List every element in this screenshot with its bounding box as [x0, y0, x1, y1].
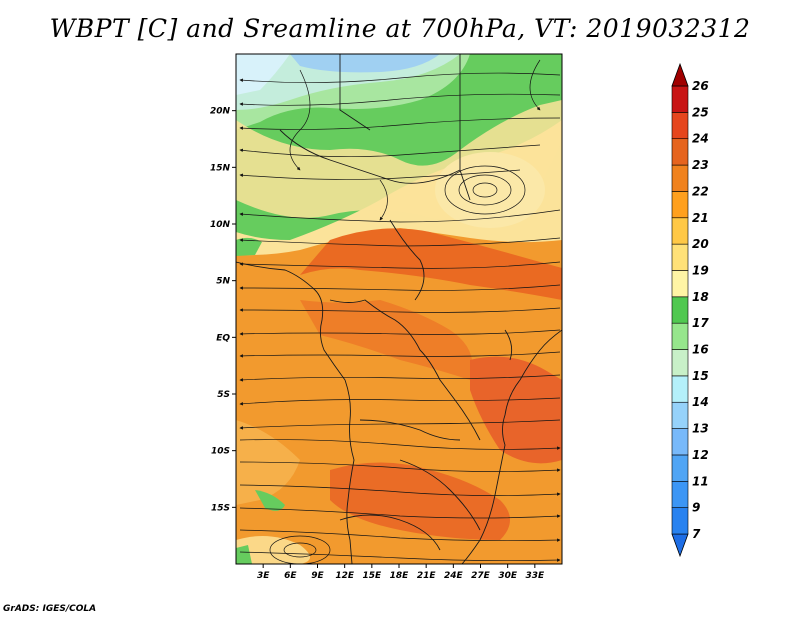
colorbar-segment: [671, 428, 689, 456]
colorbar-label: 23: [692, 158, 709, 172]
colorbar-label: 26: [692, 79, 709, 93]
chart-title: WBPT [C] and Sreamline at 700hPa, VT: 20…: [49, 14, 751, 43]
lat-tick-label: 20N: [210, 107, 231, 117]
lon-tick-label: 3E: [257, 571, 270, 581]
latitude-axis: 20N 15N 10N 5N EQ 5S 10S 15S: [210, 107, 236, 513]
lon-tick-label: 30E: [498, 571, 518, 581]
longitude-axis: 3E 6E 9E 12E 15E 18E 21E 24E 27E 30E 33E: [257, 564, 545, 581]
lon-tick-label: 18E: [390, 571, 410, 581]
grads-credit: GrADS: IGES/COLA: [3, 604, 97, 614]
colorbar-segment: [671, 191, 689, 219]
colorbar-label: 19: [692, 263, 709, 277]
wbpt-shading: [236, 54, 562, 564]
colorbar-segment: [671, 112, 689, 140]
colorbar-label: 13: [692, 422, 709, 436]
lat-tick-label: 15S: [211, 503, 230, 513]
colorbar-segment: [671, 507, 689, 535]
colorbar-segment: [671, 533, 689, 558]
lon-tick-label: 6E: [284, 571, 297, 581]
colorbar-segment: [671, 401, 689, 429]
colorbar-segment: [671, 217, 689, 245]
lat-tick-label: 5S: [217, 390, 230, 400]
colorbar-segment: [671, 85, 689, 113]
lon-tick-label: 12E: [335, 571, 355, 581]
colorbar-label: 7: [692, 527, 701, 541]
lat-tick-label: 10N: [210, 220, 231, 230]
lon-tick-label: 27E: [471, 571, 491, 581]
lon-tick-label: 15E: [362, 571, 382, 581]
colorbar-label: 15: [692, 369, 709, 383]
colorbar: 7 9 11 12 13 14 15 16 17 18 19 20 21 22 23 24 25 26: [671, 62, 709, 558]
colorbar-label: 12: [692, 448, 709, 462]
colorbar-label: 11: [692, 474, 709, 488]
colorbar-label: 14: [692, 395, 709, 409]
colorbar-label: 9: [692, 501, 700, 515]
colorbar-segment: [671, 270, 689, 298]
lat-tick-label: EQ: [216, 333, 230, 343]
colorbar-label: 16: [692, 343, 709, 357]
lat-tick-label: 10S: [211, 447, 230, 457]
colorbar-segment: [671, 480, 689, 508]
colorbar-segment: [671, 243, 689, 271]
colorbar-label: 25: [692, 105, 709, 119]
colorbar-label: 17: [692, 316, 709, 330]
streamlines: [239, 59, 561, 564]
lat-tick-label: 15N: [210, 163, 231, 173]
colorbar-segment: [671, 454, 689, 482]
lon-tick-label: 9E: [311, 571, 324, 581]
colorbar-segment: [671, 375, 689, 403]
colorbar-segment: [671, 138, 689, 166]
colorbar-segment: [671, 164, 689, 192]
lon-tick-label: 24E: [444, 571, 464, 581]
colorbar-label: 21: [692, 211, 709, 225]
lat-tick-label: 5N: [216, 277, 230, 287]
colorbar-label: 22: [692, 184, 709, 198]
colorbar-segment: [671, 62, 689, 87]
colorbar-segment: [671, 322, 689, 350]
colorbar-segment: [671, 349, 689, 377]
lon-tick-label: 21E: [417, 571, 437, 581]
colorbar-label: 24: [692, 132, 709, 146]
lon-tick-label: 33E: [525, 571, 545, 581]
colorbar-label: 18: [692, 290, 709, 304]
colorbar-label: 20: [692, 237, 709, 251]
colorbar-segment: [671, 296, 689, 324]
